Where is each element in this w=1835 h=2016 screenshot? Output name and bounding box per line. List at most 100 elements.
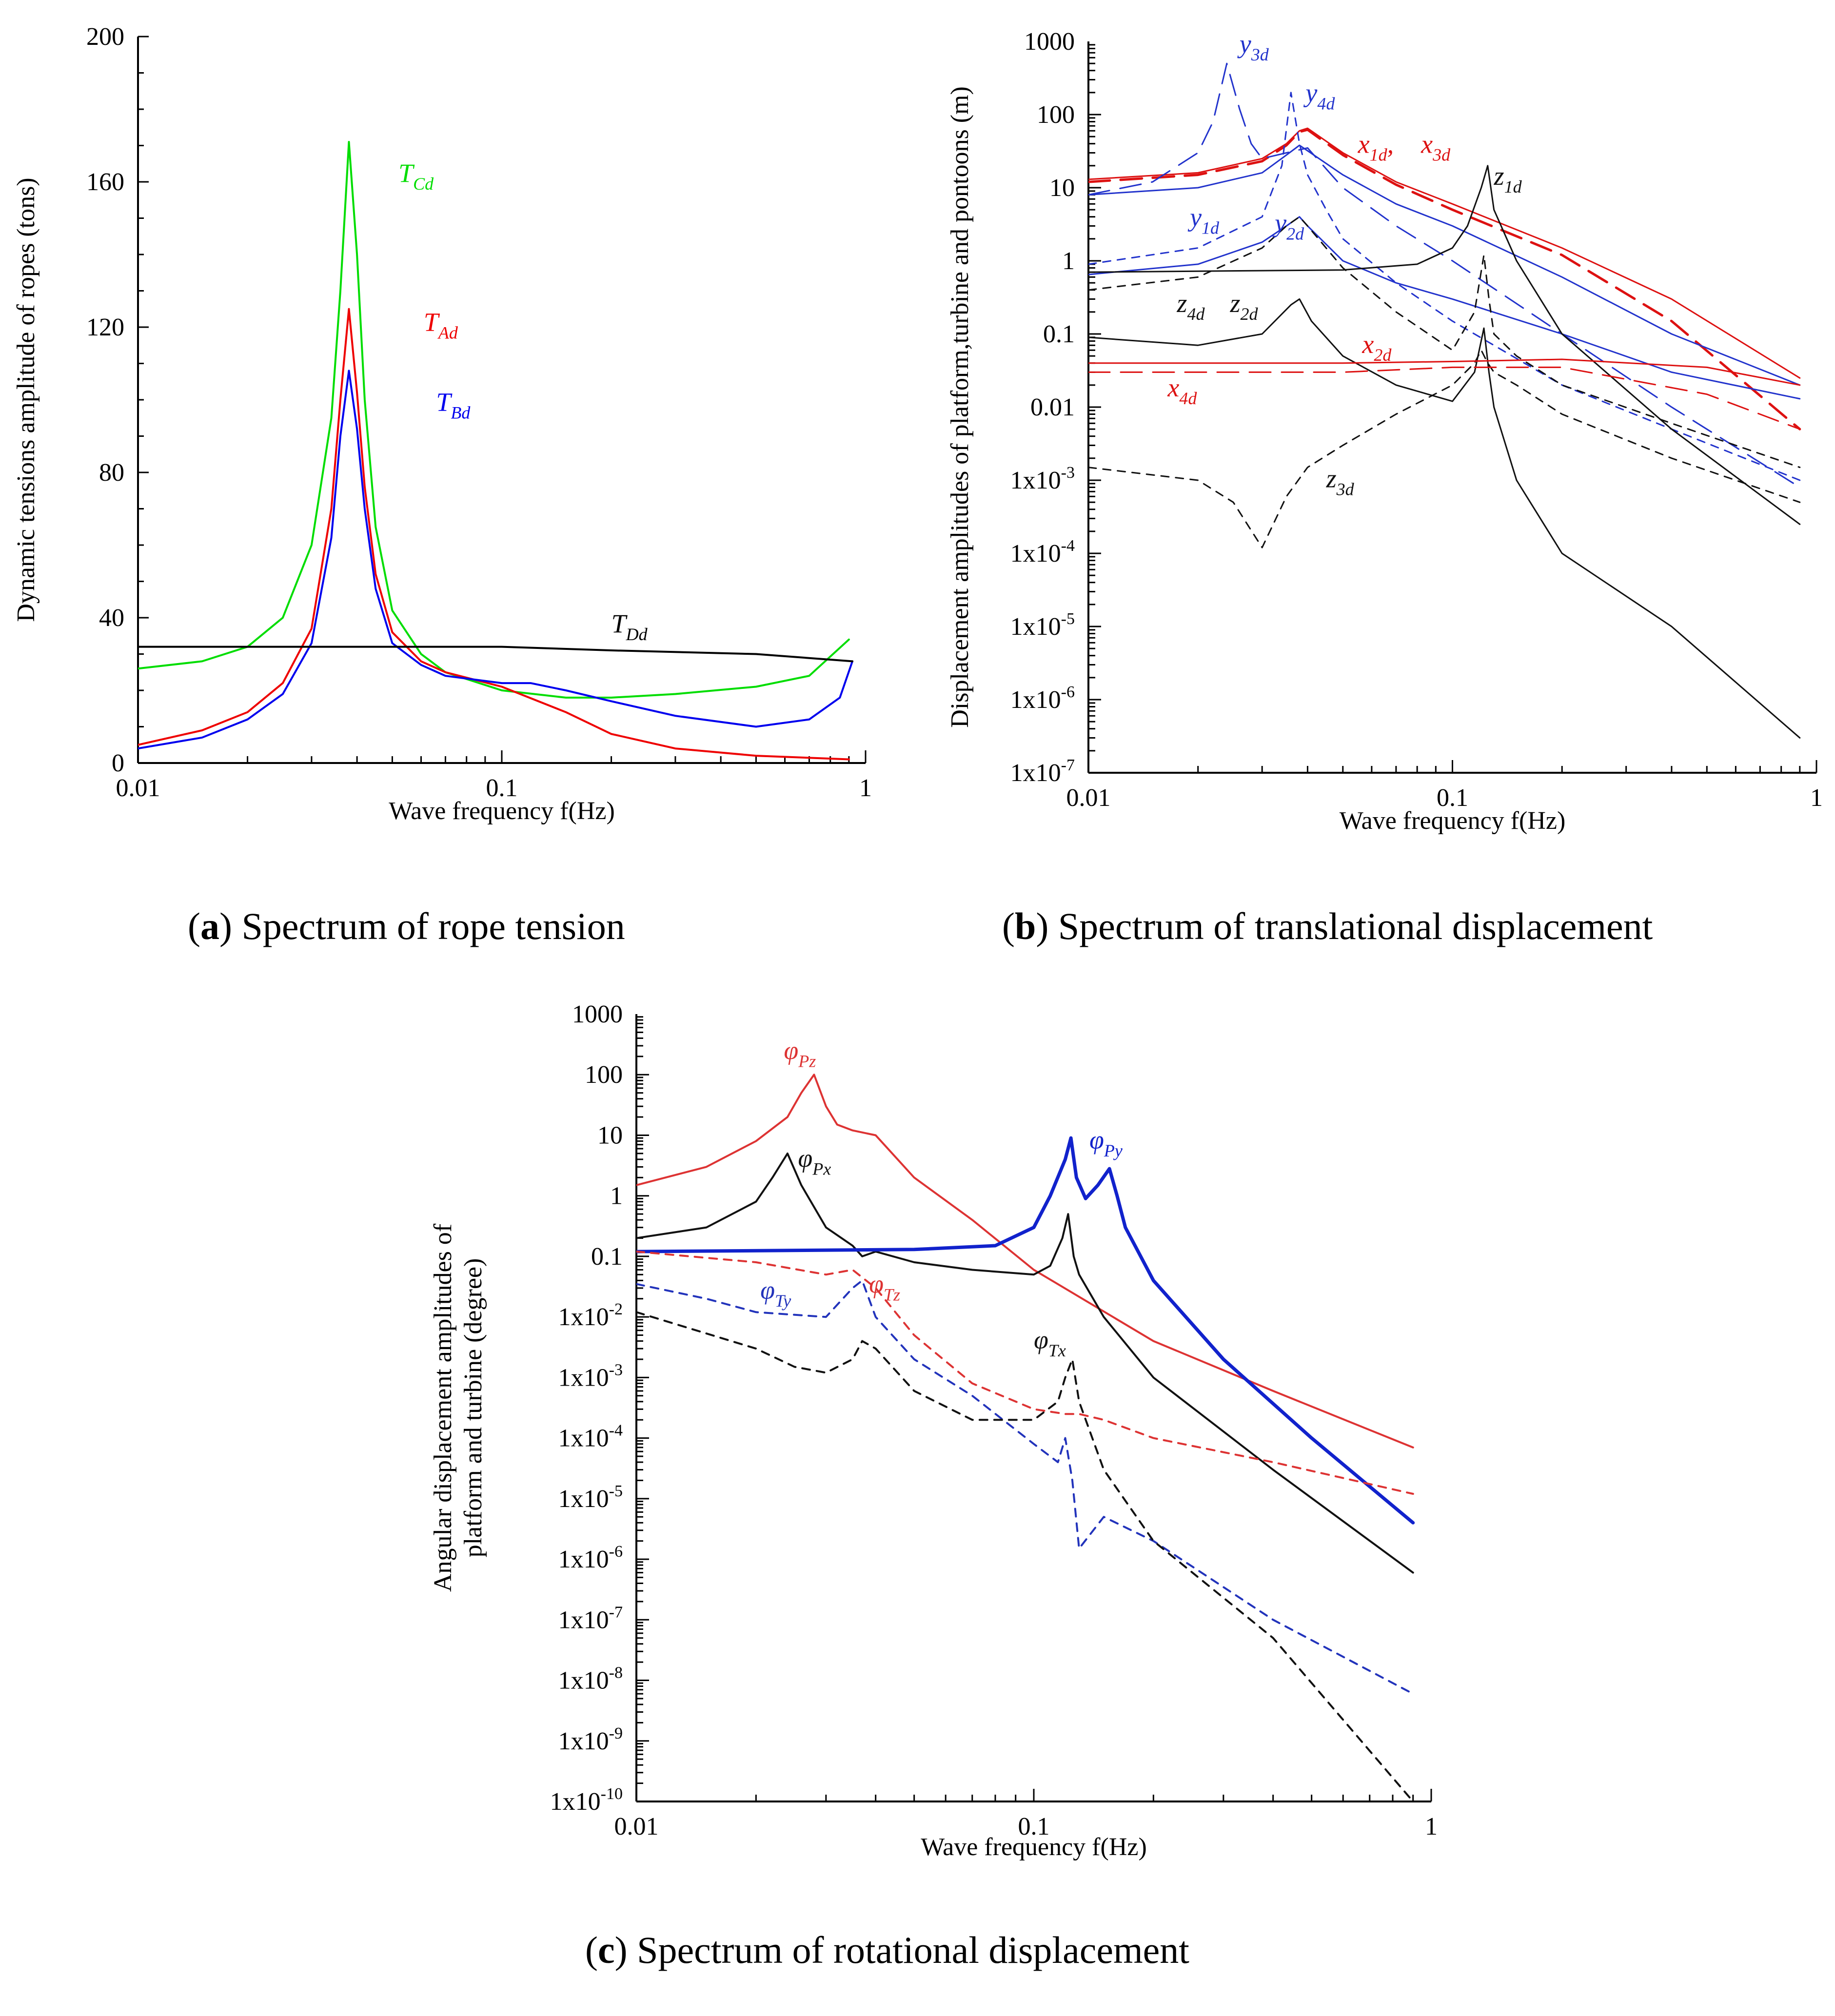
series-line-T_Bd [138,370,853,750]
caption-b-letter: b [1014,905,1036,947]
y-tick-label-c: 1x10-9 [558,1724,623,1755]
series-line-phi_Py [636,1136,1415,1525]
series-line-x_1d [1088,127,1801,379]
y-tick-exp-b: -3 [1061,464,1075,482]
y-tick-exp-c: -3 [609,1361,623,1379]
label-b-y-3d-sub: 3d [1251,45,1269,64]
y-tick-label-c: 1000 [572,1000,623,1028]
series-line-phi_Tz [636,1251,1414,1495]
label-c-phi-Tz: φTz [869,1270,900,1305]
series-line-phi_Pz [636,1074,1414,1448]
series-line-z_3d [1088,349,1801,548]
y-axis-title-a: Dynamic tensions amplitude of ropes (ton… [12,177,40,622]
y-tick-label-c: 1x10-10 [550,1785,623,1816]
label-b-z-3d-sub: 3d [1336,480,1355,499]
x-tick-label-b: 0.1 [1437,784,1468,812]
label-c-phi-Pz: φPz [784,1036,816,1071]
y-tick-exp-b: -7 [1061,756,1075,774]
y-tick-exp-c: -9 [609,1724,623,1742]
label-b-y-4d: y4d [1303,78,1335,114]
series-line-y_1d [1088,144,1801,386]
label-T_Bd: TBd [436,387,471,422]
series-line-phi_Px [636,1152,1414,1574]
label-c-phi-Tx-sub: Tx [1048,1341,1066,1360]
y-tick-label-a: 160 [86,168,124,196]
label-b-z-2d-sub: 2d [1241,304,1259,324]
caption-a: (a) Spectrum of rope tension [188,905,625,947]
caption-b-text: Spectrum of translational displacement [1048,905,1653,947]
x-tick-label-c: 1 [1425,1813,1438,1840]
y-tick-label-c: 1x10-3 [558,1361,623,1391]
series-line-y_4d [1088,92,1801,481]
y-tick-label-c: 1x10-5 [558,1482,623,1513]
label-b-x-4d-sub: 4d [1179,389,1197,408]
label-c-phi-Py: φPy [1089,1125,1123,1160]
x-tick-label-c: 0.1 [1018,1813,1050,1840]
x-axis-title-a: Wave frequency f(Hz) [389,797,615,825]
series-line-z_1d [1088,165,1801,525]
y-tick-label-c: 1x10-2 [558,1300,623,1331]
label-b-z-1d: z1d [1494,161,1522,196]
y-tick-label-a: 120 [86,313,124,341]
x-tick-label-c: 0.01 [614,1813,659,1840]
label-b-y-1d-sub: 1d [1202,218,1220,237]
y-tick-label-b: 1x10-6 [1010,683,1075,714]
series-line-phi_Tx [636,1311,1414,1802]
y-axis-title-b: Displacement amplitudes of platform,turb… [946,86,974,728]
panel-b-chart: 0.01 0.1 1 1000 100 10 1 0.1 0.01 1x10-3 1x10-4 1x1… [946,28,1823,835]
panel-c-chart: 0.01 0.1 1 1000 100 10 1 0.1 1x10-2 1x10-3 1x10-4 1… [429,1000,1438,1861]
label-b-y-2d-sub: 2d [1286,224,1304,243]
series-line-T_Ad [138,308,850,761]
y-tick-label-b: 1x10-3 [1010,464,1075,494]
y-tick-exp-c: -2 [609,1300,623,1318]
label-b-x-3d: x3d [1421,129,1451,164]
y-tick-exp-b: -5 [1061,610,1075,628]
label-c-phi-Px-sub: Px [812,1159,831,1178]
label-b-x-1d-sub: 1d [1370,145,1388,164]
y-tick-label-b: 0.1 [1043,320,1075,348]
y-tick-label-b: 100 [1037,101,1075,129]
y-tick-label-c: 1x10-8 [558,1664,623,1695]
caption-a-text: Spectrum of rope tension [232,905,625,947]
label-b-z-3d: z3d [1326,464,1355,499]
caption-c: (c) Spectrum of rotational displacement [585,1929,1189,1971]
series-line-T_Cd [138,141,850,699]
label-b-z-1d-sub: 1d [1504,177,1522,196]
x-tick-label-b: 0.01 [1066,784,1111,812]
series-line-T_Dd [138,646,853,663]
label-T_Ad: TAd [424,307,458,342]
series-line-x_2d [1088,358,1801,386]
y-tick-label-b: 1 [1062,247,1075,275]
x-tick-label-a: 0.01 [116,774,160,802]
label-b-y-2d: y2d [1272,208,1304,243]
x-axis-title-b: Wave frequency f(Hz) [1340,807,1566,835]
label-T_Cd: TCd [398,158,434,194]
y-tick-exp-c: -6 [609,1543,623,1561]
y-tick-exp-c: -7 [609,1603,623,1621]
x-tick-label-b: 1 [1810,784,1823,812]
label-c-phi-Tx: φTx [1034,1325,1066,1360]
y-tick-label-b: 1x10-5 [1010,610,1075,641]
label-c-phi-Tz-sub: Tz [884,1285,900,1305]
label-b-x-1d-sep: , [1387,129,1394,158]
label-c-phi-Py-sub: Py [1104,1141,1123,1160]
label-b-z-4d: z4d [1176,289,1205,324]
series-line-z_2d [1088,298,1801,739]
label-c-phi-Pz-sub: Pz [798,1052,816,1071]
y-tick-label-c: 1 [610,1182,623,1210]
label-b-z-2d: z2d [1230,289,1259,324]
panel-a-chart: 0.01 0.1 1 0 40 80 120 160 200 Wave frequency f(H… [12,23,872,825]
y-tick-label-c: 10 [597,1121,623,1149]
caption-c-text: Spectrum of rotational displacement [627,1929,1189,1971]
series-line-z_4d [1088,216,1801,469]
y-tick-exp-b: -4 [1061,537,1075,555]
y-axis-title-c-line2: platform and turbine (degree) [459,1258,487,1558]
y-tick-label-c: 1x10-4 [558,1422,623,1452]
label-b-z-4d-sub: 4d [1187,304,1205,324]
label-c-phi-Ty: φTy [760,1275,791,1311]
label-T_Dd-sub: Dd [626,625,648,644]
y-tick-label-a: 0 [112,749,124,777]
series-line-x_4d [1088,366,1801,430]
x-tick-label-a: 0.1 [486,774,518,802]
label-b-y-4d-sub: 4d [1317,94,1335,114]
